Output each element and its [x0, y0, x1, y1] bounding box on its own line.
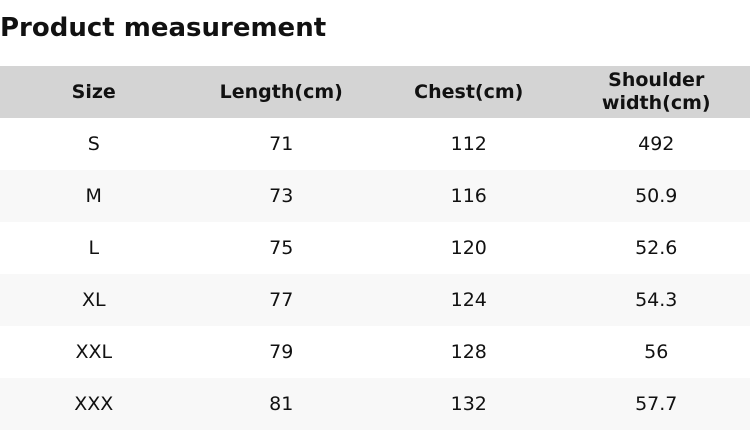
table-cell: 120	[450, 237, 487, 259]
table-cell: M	[0, 170, 188, 222]
table-row: S 71 112 492	[0, 118, 750, 170]
table-cell: L	[88, 237, 100, 259]
table-cell: 73	[187, 170, 375, 222]
table-cell: 57.7	[562, 378, 750, 430]
table-cell: 116	[375, 170, 563, 222]
table-row: M 73 116 50.9	[0, 170, 750, 222]
table-cell: 52.6	[635, 237, 678, 259]
column-header: Chest(cm)	[375, 66, 563, 118]
table-cell: 124	[375, 274, 563, 326]
table-cell: XXX	[0, 378, 188, 430]
column-header: Shoulder width(cm)	[562, 66, 750, 118]
table-cell: XL	[0, 274, 188, 326]
table-row: XXL 79 128 56	[0, 326, 750, 378]
column-header-text: Chest(cm)	[414, 80, 524, 103]
header-row: Size Length(cm) Chest(cm) Shoulder width(cm)	[0, 66, 750, 118]
table-cell: S	[87, 133, 100, 155]
table-cell: 56	[644, 341, 669, 363]
column-header: Size	[0, 66, 188, 118]
column-header-text: width(cm)	[601, 92, 711, 114]
table-cell: 128	[450, 341, 487, 363]
column-header-text: Length(cm)	[219, 80, 343, 103]
measurement-table: Size Length(cm) Chest(cm) Shoulder width(cm)…	[0, 66, 750, 430]
table-cell: 81	[187, 378, 375, 430]
table-cell: 75	[269, 237, 294, 259]
table-cell: 54.3	[562, 274, 750, 326]
table-cell: XXL	[75, 341, 113, 363]
column-header-text: Shoulder	[608, 69, 705, 91]
table-cell: 132	[375, 378, 563, 430]
column-header-text: Size	[71, 80, 116, 103]
table-row: L 75 120 52.6	[0, 222, 750, 274]
table-row: XXX 81 132 57.7	[0, 378, 750, 430]
table-cell: 71	[269, 133, 294, 155]
table-cell: 77	[187, 274, 375, 326]
table-cell: 79	[269, 341, 294, 363]
table-cell: 112	[450, 133, 487, 155]
table-row: XL 77 124 54.3	[0, 274, 750, 326]
page-title: Product measurement	[0, 13, 327, 43]
table-cell: 492	[638, 133, 675, 155]
column-header: Length(cm)	[187, 66, 375, 118]
table-cell: 50.9	[562, 170, 750, 222]
